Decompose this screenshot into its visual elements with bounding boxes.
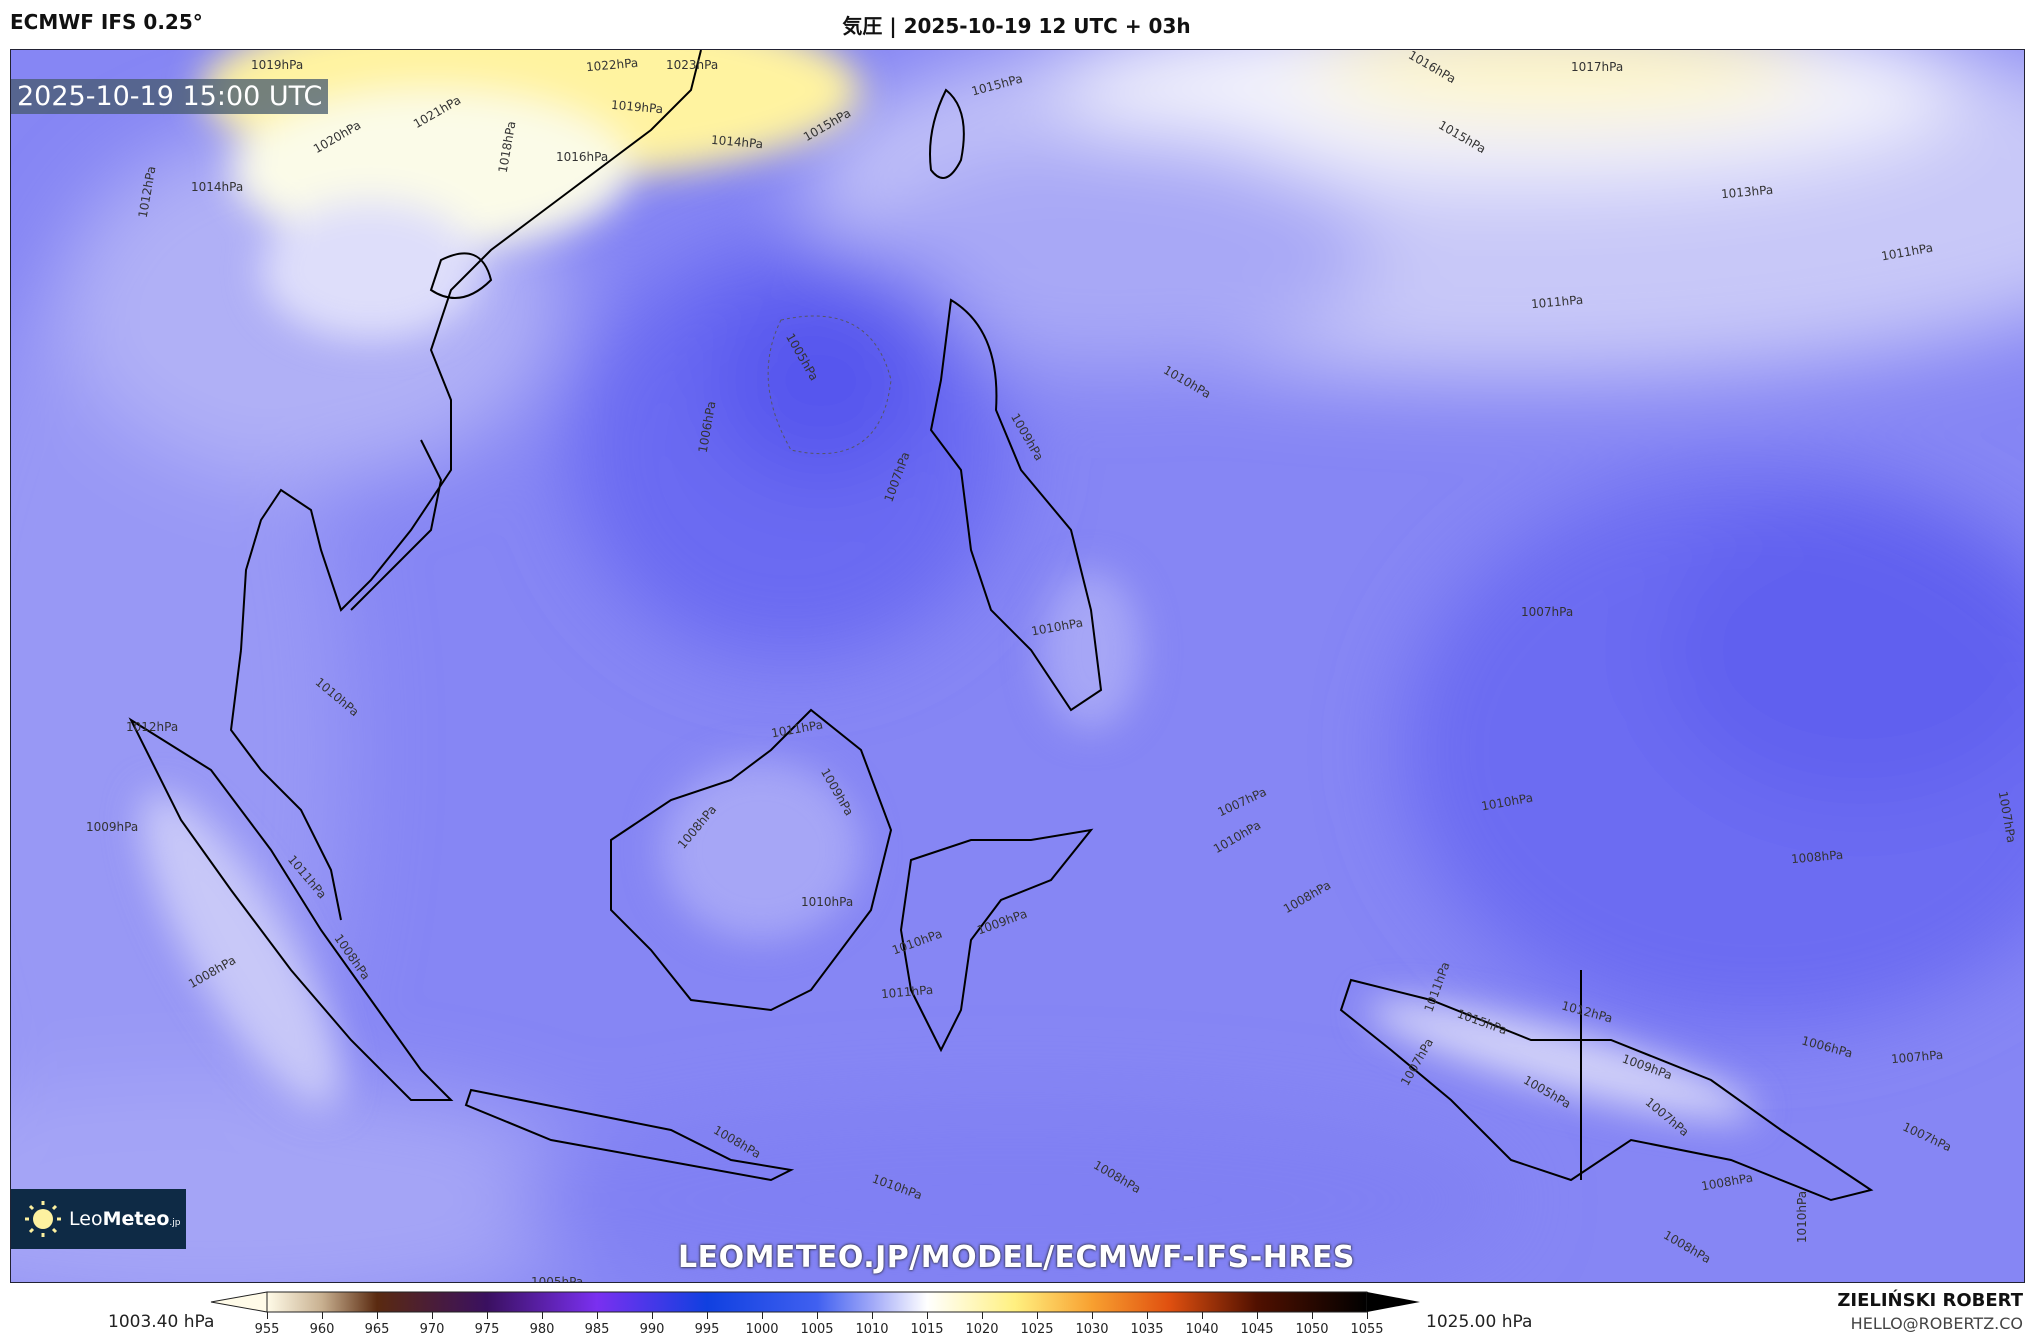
colorbar-tick-mark [487, 1312, 488, 1319]
colorbar-tick-mark [267, 1312, 268, 1319]
contour-label: 1010hPa [1795, 1190, 1810, 1244]
colorbar-tick: 960 [309, 1322, 335, 1337]
colorbar-tick-mark [542, 1312, 543, 1319]
colorbar-tick: 1040 [1185, 1322, 1219, 1337]
colorbar-tick-mark [762, 1312, 763, 1319]
colorbar-tick-mark [322, 1312, 323, 1319]
colorbar-tick-mark [817, 1312, 818, 1319]
colorbar-tick-mark [707, 1312, 708, 1319]
colorbar-tick-mark [432, 1312, 433, 1319]
colorbar-tick: 975 [474, 1322, 500, 1337]
contour-label: 1017hPa [1571, 60, 1624, 74]
pressure-field [11, 50, 2024, 1282]
colorbar-tick: 980 [529, 1322, 555, 1337]
logo-text: LeoMeteo.jp [69, 1208, 181, 1230]
colorbar-tick: 1010 [855, 1322, 889, 1337]
colorbar-tick-mark [1312, 1312, 1313, 1319]
colorbar-tick: 1025 [1020, 1322, 1054, 1337]
colorbar-tick: 985 [584, 1322, 610, 1337]
valid-time: 2025-10-19 15:00 UTC [11, 79, 329, 114]
colorbar-tick: 965 [364, 1322, 390, 1337]
leometeo-logo[interactable]: LeoMeteo.jp [11, 1189, 186, 1249]
colorbar-tick: 1005 [800, 1322, 834, 1337]
colorbar-tick: 1055 [1350, 1322, 1384, 1337]
colorbar-tick-mark [982, 1312, 983, 1319]
colorbar-tick: 1020 [965, 1322, 999, 1337]
contour-label: 1005hPa [531, 1275, 584, 1283]
colorbar-tick: 995 [694, 1322, 720, 1337]
colorbar-tick: 970 [419, 1322, 445, 1337]
colorbar-bar [266, 1291, 1368, 1313]
colorbar-tick: 1000 [745, 1322, 779, 1337]
author-name: ZIELIŃSKI ROBERT [1837, 1290, 2023, 1311]
colorbar-tick-mark [1147, 1312, 1148, 1319]
colorbar-tick: 1030 [1075, 1322, 1109, 1337]
colorbar-tick-mark [1257, 1312, 1258, 1319]
contour-label: 1016hPa [556, 150, 609, 164]
model-name: ECMWF IFS 0.25° [10, 10, 203, 34]
colorbar-min-label: 1003.40 hPa [108, 1312, 215, 1332]
colorbar [210, 1291, 1420, 1313]
colorbar-tick-mark [652, 1312, 653, 1319]
colorbar-tick-mark [1037, 1312, 1038, 1319]
colorbar-tick: 990 [639, 1322, 665, 1337]
colorbar-tick: 1015 [910, 1322, 944, 1337]
contour-label: 1007hPa [1521, 605, 1574, 619]
low-contour [767, 315, 892, 455]
contour-label: 1023hPa [666, 58, 719, 72]
contour-label: 1019hPa [251, 58, 304, 72]
colorbar-max-arrow [1367, 1292, 1420, 1312]
contour-label: 1014hPa [191, 180, 244, 194]
colorbar-tick-mark [1202, 1312, 1203, 1319]
colorbar-tick-mark [377, 1312, 378, 1319]
sun-icon [25, 1201, 61, 1237]
watermark-url[interactable]: LEOMETEO.JP/MODEL/ECMWF-IFS-HRES [677, 1240, 1356, 1275]
contour-label: 1009hPa [86, 820, 139, 834]
contour-label: 1012hPa [126, 720, 179, 734]
colorbar-tick-mark [927, 1312, 928, 1319]
colorbar-tick: 955 [254, 1322, 280, 1337]
coastlines [128, 50, 1874, 1202]
colorbar-tick-mark [872, 1312, 873, 1319]
colorbar-tick: 1050 [1295, 1322, 1329, 1337]
colorbar-min-arrow [210, 1291, 268, 1313]
colorbar-max-label: 1025.00 hPa [1426, 1312, 1533, 1332]
contour-label: 1010hPa [801, 895, 854, 909]
colorbar-tick: 1045 [1240, 1322, 1274, 1337]
colorbar-tick-mark [1092, 1312, 1093, 1319]
colorbar-tick: 1035 [1130, 1322, 1164, 1337]
colorbar-tick-mark [597, 1312, 598, 1319]
chart-title: 気圧 | 2025-10-19 12 UTC + 03h [842, 14, 1191, 38]
colorbar-tick-mark [1367, 1312, 1368, 1319]
pressure-map[interactable]: 1019hPa 1021hPa 1022hPa 1023hPa 1020hPa 1018h… [10, 49, 2025, 1283]
author-email[interactable]: HELLO@ROBERTZ.CO [1850, 1314, 2023, 1333]
